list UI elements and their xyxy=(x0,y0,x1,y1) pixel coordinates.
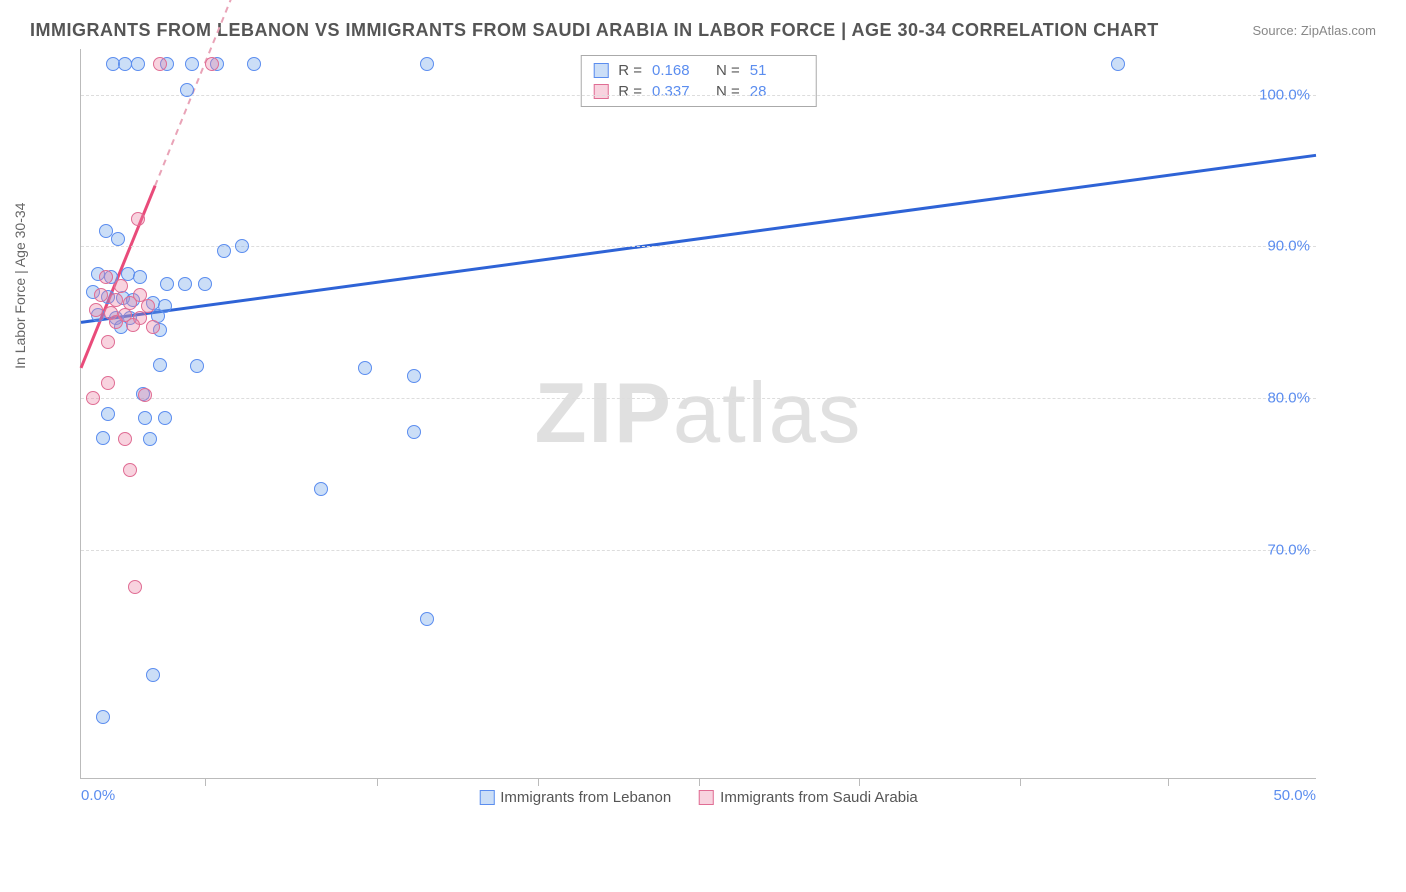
x-tick xyxy=(859,778,860,786)
legend-stat: 51 xyxy=(750,62,804,79)
y-axis-label: In Labor Force | Age 30-34 xyxy=(12,203,28,369)
source-label: Source: ZipAtlas.com xyxy=(1252,23,1376,38)
x-tick-label: 50.0% xyxy=(1273,787,1316,804)
x-tick xyxy=(205,778,206,786)
y-tick-label: 80.0% xyxy=(1267,390,1310,407)
x-tick xyxy=(1168,778,1169,786)
legend-swatch xyxy=(593,63,608,78)
data-point xyxy=(96,710,110,724)
x-tick xyxy=(538,778,539,786)
data-point xyxy=(94,288,108,302)
grid-line xyxy=(81,398,1316,399)
x-tick xyxy=(377,778,378,786)
data-point xyxy=(407,369,421,383)
data-point xyxy=(153,57,167,71)
legend-label: Immigrants from Lebanon xyxy=(500,789,671,806)
y-tick-label: 90.0% xyxy=(1267,238,1310,255)
data-point xyxy=(205,57,219,71)
data-point xyxy=(420,612,434,626)
grid-line xyxy=(81,246,1316,247)
data-point xyxy=(118,432,132,446)
data-point xyxy=(86,391,100,405)
y-tick-label: 100.0% xyxy=(1259,86,1310,103)
data-point xyxy=(131,212,145,226)
data-point xyxy=(178,277,192,291)
legend-swatch xyxy=(593,84,608,99)
legend-label: Immigrants from Saudi Arabia xyxy=(720,789,918,806)
data-point xyxy=(114,279,128,293)
data-point xyxy=(126,318,140,332)
page-title: IMMIGRANTS FROM LEBANON VS IMMIGRANTS FR… xyxy=(30,20,1159,41)
data-point xyxy=(235,239,249,253)
data-point xyxy=(190,359,204,373)
data-point xyxy=(358,361,372,375)
data-point xyxy=(153,358,167,372)
data-point xyxy=(160,277,174,291)
data-point xyxy=(101,376,115,390)
data-point xyxy=(180,83,194,97)
data-point xyxy=(1111,57,1125,71)
legend-row: R = 0.168 N = 51 xyxy=(589,60,808,81)
legend-stat: R = xyxy=(618,62,642,79)
legend-swatch xyxy=(479,790,494,805)
data-point xyxy=(131,57,145,71)
data-point xyxy=(111,232,125,246)
legend-stat: N = xyxy=(716,83,740,100)
data-point xyxy=(217,244,231,258)
grid-line xyxy=(81,550,1316,551)
data-point xyxy=(185,57,199,71)
data-point xyxy=(146,320,160,334)
source-name: ZipAtlas.com xyxy=(1301,23,1376,38)
legend-swatch xyxy=(699,790,714,805)
legend-item: Immigrants from Lebanon xyxy=(479,789,671,806)
data-point xyxy=(138,388,152,402)
data-point xyxy=(158,411,172,425)
data-point xyxy=(138,411,152,425)
x-tick xyxy=(1020,778,1021,786)
data-point xyxy=(101,407,115,421)
legend-stat: R = xyxy=(618,83,642,100)
data-point xyxy=(128,580,142,594)
data-point xyxy=(96,431,110,445)
data-point xyxy=(314,482,328,496)
data-point xyxy=(247,57,261,71)
y-tick-label: 70.0% xyxy=(1267,542,1310,559)
x-tick-label: 0.0% xyxy=(81,787,115,804)
correlation-chart: In Labor Force | Age 30-34 ZIPatlas R = … xyxy=(30,49,1376,839)
plot-area: ZIPatlas R = 0.168N = 51R = 0.337N = 28 … xyxy=(80,49,1316,779)
data-point xyxy=(146,668,160,682)
data-point xyxy=(109,315,123,329)
data-point xyxy=(101,335,115,349)
data-point xyxy=(198,277,212,291)
x-tick xyxy=(699,778,700,786)
legend-row: R = 0.337 N = 28 xyxy=(589,81,808,102)
data-point xyxy=(109,293,123,307)
legend-stat: 0.168 xyxy=(652,62,706,79)
data-point xyxy=(133,270,147,284)
legend-stats: R = 0.168 N = 51 R = 0.337 N = 28 xyxy=(580,55,817,107)
legend-stat: 28 xyxy=(750,83,804,100)
watermark: ZIPatlas xyxy=(535,365,863,463)
legend-item: Immigrants from Saudi Arabia xyxy=(699,789,918,806)
data-point xyxy=(143,432,157,446)
data-point xyxy=(420,57,434,71)
legend-stat: 0.337 xyxy=(652,83,706,100)
data-point xyxy=(123,463,137,477)
legend-stat: N = xyxy=(716,62,740,79)
data-point xyxy=(99,270,113,284)
data-point xyxy=(407,425,421,439)
data-point xyxy=(89,303,103,317)
trend-line xyxy=(81,155,1316,322)
bottom-legend: Immigrants from Lebanon Immigrants from S… xyxy=(479,789,918,806)
grid-line xyxy=(81,95,1316,96)
